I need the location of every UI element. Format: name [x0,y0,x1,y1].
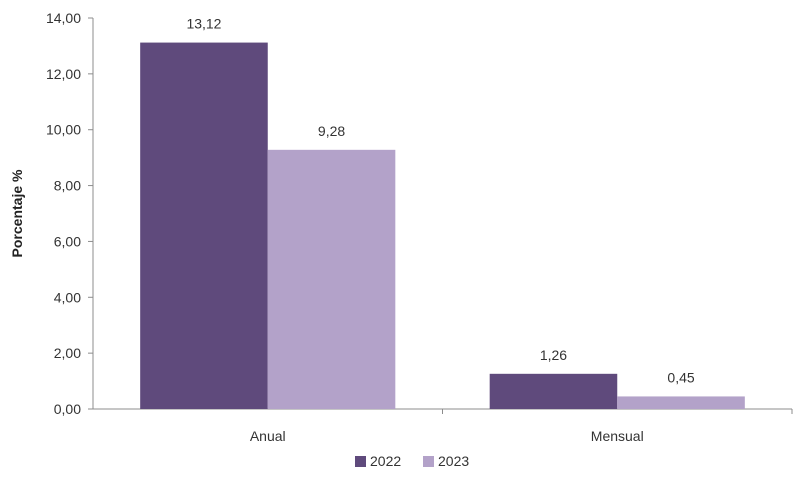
data-labels: 13,12 9,28 1,26 0,45 [186,16,694,386]
bar-2023-anual [267,149,396,409]
legend: 2022 2023 [355,453,469,469]
x-category-label: Anual [250,428,286,444]
data-label: 0,45 [667,369,694,385]
y-tick-label: 12,00 [46,66,81,82]
y-tick-label: 2,00 [54,345,81,361]
y-tick-label: 10,00 [46,122,81,138]
bars [140,42,745,409]
legend-label: 2022 [370,453,401,469]
bar-2022-anual [140,42,268,409]
x-category-label: Mensual [591,428,644,444]
y-axis-title: Porcentaje % [9,169,25,257]
y-tick-label: 0,00 [54,401,81,417]
axes: 0,00 2,00 4,00 6,00 8,00 10,00 12,00 14,00 Anual… [46,10,793,444]
y-tick-label: 14,00 [46,10,81,26]
y-tick-label: 8,00 [54,178,81,194]
data-label: 13,12 [186,16,221,32]
bar-2022-mensual [489,373,618,409]
legend-swatch-2023 [423,456,434,467]
bar-2023-mensual [617,396,745,409]
y-tick-label: 6,00 [54,233,81,249]
legend-swatch-2022 [355,456,366,467]
y-tick-label: 4,00 [54,289,81,305]
data-label: 9,28 [318,123,345,139]
legend-label: 2023 [438,453,469,469]
data-label: 1,26 [540,347,567,363]
